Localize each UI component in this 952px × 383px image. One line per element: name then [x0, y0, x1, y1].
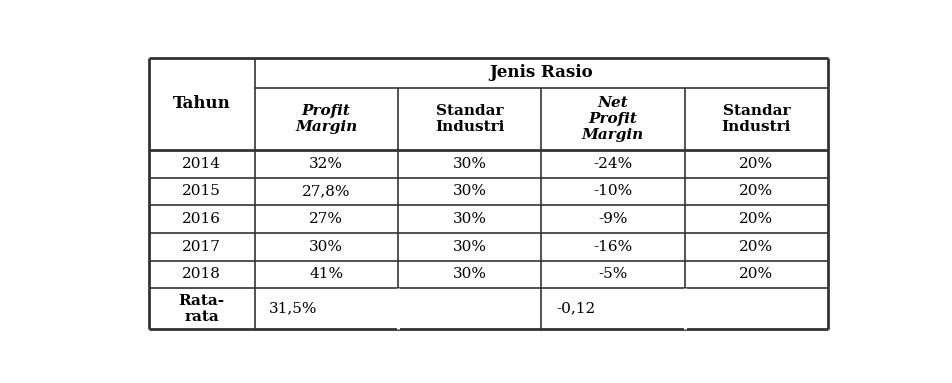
Text: Jenis Rasio: Jenis Rasio [489, 64, 592, 82]
Text: Net
Profit
Margin: Net Profit Margin [582, 96, 644, 142]
Text: -5%: -5% [598, 267, 627, 282]
Text: Standar
Industri: Standar Industri [434, 104, 504, 134]
Text: 2018: 2018 [182, 267, 221, 282]
Text: -9%: -9% [598, 212, 627, 226]
Text: 31,5%: 31,5% [269, 302, 317, 316]
Text: 27%: 27% [308, 212, 343, 226]
Text: 2015: 2015 [182, 185, 221, 198]
Text: Profit
Margin: Profit Margin [295, 104, 357, 134]
Text: 2017: 2017 [182, 240, 221, 254]
Text: 30%: 30% [308, 240, 343, 254]
Text: Tahun: Tahun [172, 95, 230, 112]
Text: -0,12: -0,12 [556, 302, 595, 316]
Text: -10%: -10% [593, 185, 632, 198]
Text: 32%: 32% [308, 157, 343, 171]
Text: 41%: 41% [308, 267, 343, 282]
Text: 20%: 20% [739, 212, 773, 226]
Text: 20%: 20% [739, 267, 773, 282]
Text: 20%: 20% [739, 240, 773, 254]
Text: 30%: 30% [452, 185, 486, 198]
Text: 30%: 30% [452, 267, 486, 282]
Text: 20%: 20% [739, 185, 773, 198]
Text: 30%: 30% [452, 157, 486, 171]
Text: -24%: -24% [593, 157, 632, 171]
Text: 2016: 2016 [182, 212, 221, 226]
Text: Standar
Industri: Standar Industri [721, 104, 790, 134]
Text: 2014: 2014 [182, 157, 221, 171]
Text: 30%: 30% [452, 212, 486, 226]
Text: 20%: 20% [739, 157, 773, 171]
Text: Rata-
rata: Rata- rata [178, 293, 225, 324]
Text: -16%: -16% [593, 240, 632, 254]
Text: 30%: 30% [452, 240, 486, 254]
Text: 27,8%: 27,8% [302, 185, 350, 198]
